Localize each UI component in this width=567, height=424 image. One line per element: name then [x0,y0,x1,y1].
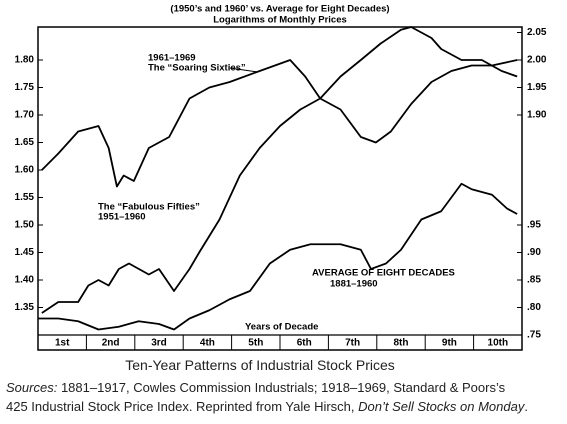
y-tick-label: 1.80 [15,55,35,66]
series-line [38,182,518,331]
sources: Sources: 1881–1917, Cowles Commission In… [6,378,528,416]
chart: (1950’s and 1960’ vs. Average for Eight … [15,4,547,351]
frame [37,26,523,351]
y-tick-label: 2.00 [527,55,547,66]
annotation: 1951–1960 [98,212,146,223]
series-line [41,59,518,314]
leader [229,67,259,73]
annotation: 1881–1960 [330,279,378,290]
x-tick-label: 6th [297,338,312,349]
x-tick-label: 9th [442,338,457,349]
x-tick-label: 7th [345,338,360,349]
y-tick-label: 1.75 [15,82,35,93]
x-tick-label: 10th [488,338,509,349]
sources-text: 425 Industrial Stock Price Index. Reprin… [6,399,355,414]
y-tick-label: .90 [527,247,541,258]
sources-line: Sources: 1881–1917, Cowles Commission In… [6,378,528,397]
y-tick-label: 1.45 [15,247,35,258]
x-tick-label: 4th [200,338,215,349]
sources-line: 425 Industrial Stock Price Index. Reprin… [6,397,528,416]
annotation: AVERAGE OF EIGHT DECADES [312,268,455,279]
annotation: 1961–1969 [148,53,196,64]
caption: Ten-Year Patterns of Industrial Stock Pr… [125,357,395,373]
sources-label: Sources: [6,380,58,395]
y-tick-label: 1.40 [15,275,35,286]
y-tick-label: 1.95 [527,82,547,93]
x-tick-label: 8th [394,338,409,349]
sources-text: 1881–1917, Cowles Commission Industrials… [60,380,506,395]
annotation: The “Fabulous Fifties” [98,202,200,213]
y-tick-label: 1.55 [15,192,35,203]
y-tick-label: .80 [527,302,541,313]
y-tick-label: 1.65 [15,137,35,148]
y-tick-label: .85 [527,275,541,286]
book-title: Don’t Sell Stocks on Monday [358,399,525,414]
x-tick-label: 3rd [151,338,167,349]
y-tick-label: 1.70 [15,110,35,121]
x-tick-label: 2nd [102,338,120,349]
y-tick-label: .95 [527,220,541,231]
y-tick-label: 1.60 [15,165,35,176]
annotation: The “Soaring Sixties” [148,63,246,74]
y-tick-label: 1.50 [15,220,35,231]
x-tick-label: 1st [55,338,70,349]
y-tick-label: 1.35 [15,302,35,313]
y-tick-label: .75 [527,330,541,341]
x-tick-label: 5th [248,338,263,349]
y-tick-label: 1.90 [527,110,547,121]
series-line [41,26,518,188]
y-tick-label: 2.05 [527,27,547,38]
chart-title: (1950’s and 1960’ vs. Average for Eight … [170,4,389,15]
sources-text: . [524,399,528,414]
chart-subtitle: Logarithms of Monthly Prices [213,15,347,26]
x-axis-label: Years of Decade [245,322,318,333]
